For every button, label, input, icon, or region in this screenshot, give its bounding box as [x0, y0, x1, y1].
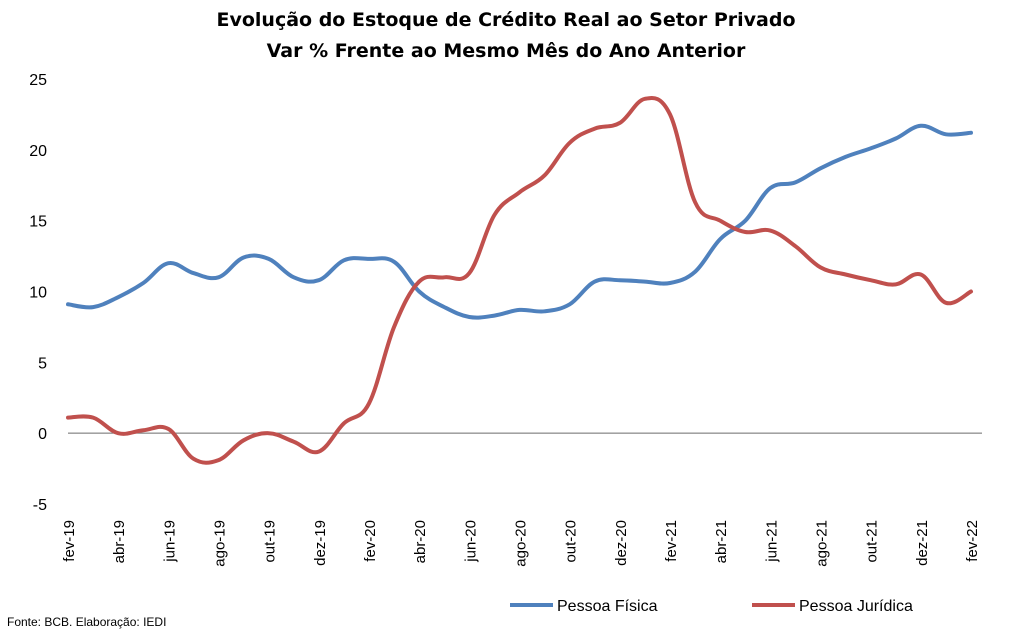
x-tick-label: out-19: [262, 520, 279, 563]
x-tick-label: jun-21: [763, 520, 780, 563]
y-tick-label: 15: [29, 214, 47, 231]
x-tick-label: abr-19: [111, 520, 128, 563]
x-tick-label: dez-19: [312, 520, 329, 566]
x-tick-label: jun-19: [161, 520, 178, 563]
series-line-pessoa-juridica: [66, 95, 973, 465]
series-line-pessoa-fisica: [66, 123, 973, 320]
chart-title: Evolução do Estoque de Crédito Real ao S…: [216, 9, 795, 31]
x-tick-label: abr-20: [412, 520, 429, 563]
y-tick-label: 10: [29, 285, 47, 302]
x-tick-label: ago-21: [814, 520, 831, 567]
x-tick-label: ago-20: [513, 520, 530, 567]
x-tick-label: out-21: [864, 520, 881, 563]
y-tick-label: 5: [38, 355, 47, 372]
x-tick-label: fev-20: [362, 520, 379, 562]
y-tick-label: -5: [33, 497, 47, 514]
source-note: Fonte: BCB. Elaboração: IEDI: [7, 615, 166, 629]
legend: Pessoa Física Pessoa Jurídica: [510, 598, 913, 615]
chart-subtitle: Var % Frente ao Mesmo Mês do Ano Anterio…: [267, 40, 746, 62]
x-tick-label: fev-21: [663, 520, 680, 562]
x-tick-label: abr-21: [713, 520, 730, 563]
x-tick-label: dez-20: [613, 520, 630, 566]
legend-label-pessoa-fisica: Pessoa Física: [557, 598, 658, 615]
x-axis: fev-19 abr-19 jun-19 ago-19 out-19 dez-19 fev-…: [61, 520, 981, 567]
x-tick-label: out-20: [563, 520, 580, 563]
x-tick-label: dez-21: [914, 520, 931, 566]
x-tick-label: fev-22: [964, 520, 981, 562]
x-tick-label: jun-20: [462, 520, 479, 563]
x-tick-label: fev-19: [61, 520, 78, 562]
x-tick-label: ago-19: [212, 520, 229, 567]
y-tick-label: 25: [29, 72, 47, 89]
series-group: [66, 95, 973, 465]
y-tick-label: 20: [29, 143, 47, 160]
y-axis: 25 20 15 10 5 0 -5: [29, 72, 47, 514]
y-tick-label: 0: [38, 426, 47, 443]
legend-label-pessoa-juridica: Pessoa Jurídica: [799, 598, 913, 615]
